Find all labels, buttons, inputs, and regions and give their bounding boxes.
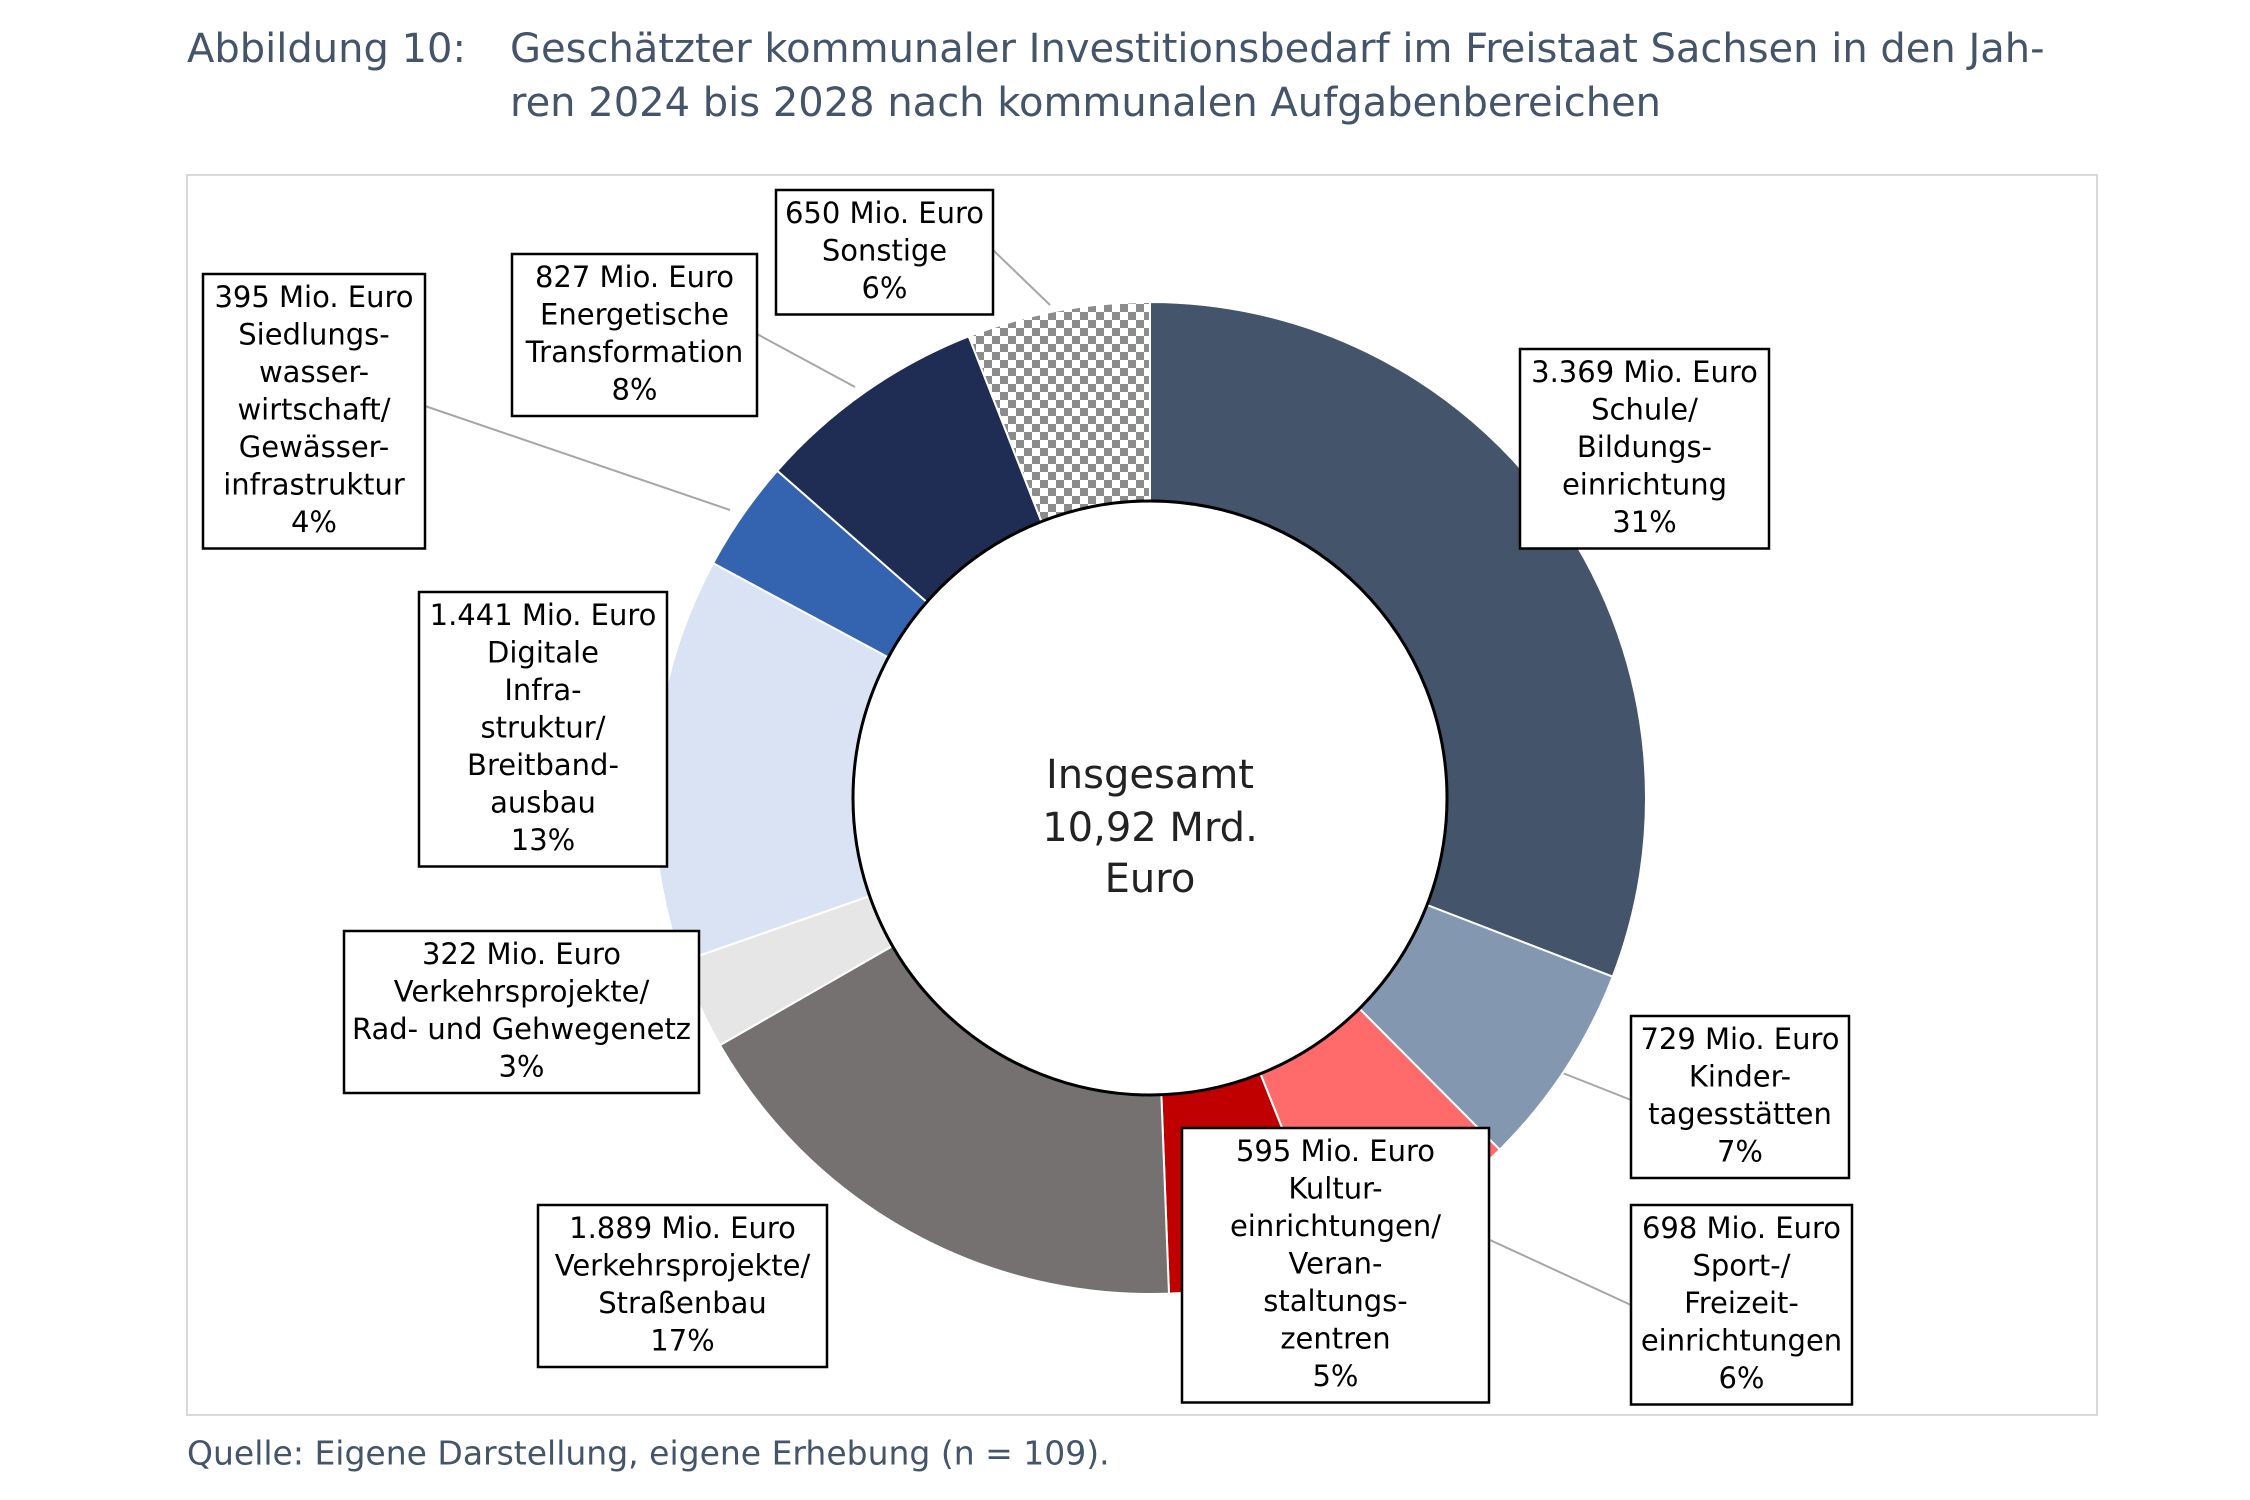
value-label: 322 Mio. Euro — [422, 937, 621, 971]
percentage-label: 5% — [1312, 1359, 1358, 1393]
value-label: 698 Mio. Euro — [1642, 1211, 1841, 1245]
center-label: Euro — [1105, 856, 1196, 902]
category-label: Verkehrsprojekte/ — [555, 1248, 811, 1282]
category-label: wirtschaft/ — [237, 392, 390, 426]
category-label: Sonstige — [822, 233, 947, 267]
category-label: einrichtungen — [1641, 1323, 1842, 1357]
category-label: tagesstätten — [1648, 1097, 1832, 1131]
label-box — [201, 272, 427, 550]
category-label: staltungs- — [1263, 1284, 1407, 1318]
category-label: Straßenbau — [598, 1286, 767, 1320]
title: ren 2024 bis 2028 nach kommunalen Aufgab… — [510, 80, 1661, 126]
category-label: einrichtungen/ — [1230, 1209, 1441, 1243]
category-label: Bildungs- — [1577, 430, 1712, 464]
category-label: Veran- — [1289, 1246, 1383, 1280]
label-box — [417, 590, 669, 868]
category-label: wasser- — [259, 355, 369, 389]
category-label: Freizeit- — [1684, 1286, 1799, 1320]
category-label: Infra- — [504, 673, 581, 707]
percentage-label: 17% — [650, 1323, 714, 1357]
percentage-label: 7% — [1717, 1134, 1763, 1168]
title: Geschätzter kommunaler Investitionsbedar… — [510, 26, 2045, 72]
percentage-label: 4% — [291, 505, 337, 539]
source: Quelle: Eigene Darstellung, eigene Erheb… — [187, 1434, 1110, 1473]
percentage-label: 13% — [511, 823, 575, 857]
label-box — [1518, 347, 1771, 550]
category-label: Breitband- — [467, 748, 619, 782]
value-label: 1.441 Mio. Euro — [430, 598, 657, 632]
value-label: 3.369 Mio. Euro — [1531, 355, 1758, 389]
center-label: 10,92 Mrd. — [1042, 805, 1258, 851]
leader-line — [1489, 1239, 1632, 1306]
figure-label: Abbildung 10: — [187, 26, 466, 72]
category-label: infrastruktur — [223, 467, 405, 501]
center-label: Insgesamt — [1046, 752, 1254, 798]
donut-hole — [851, 499, 1449, 1097]
value-label: 1.889 Mio. Euro — [569, 1211, 796, 1245]
value-label: 827 Mio. Euro — [535, 260, 734, 294]
category-label: Schule/ — [1591, 392, 1698, 426]
value-label: 595 Mio. Euro — [1236, 1134, 1435, 1168]
category-label: Kultur- — [1288, 1171, 1382, 1205]
category-label: Gewässer- — [239, 430, 389, 464]
label-box — [1629, 1203, 1854, 1406]
percentage-label: 3% — [498, 1049, 544, 1083]
data-labels: 3.369 Mio. EuroSchule/Bildungs-einrichtu… — [201, 188, 1854, 1406]
percentage-label: 8% — [611, 372, 657, 406]
label-box — [536, 1203, 829, 1369]
label-box — [342, 929, 701, 1095]
category-label: Energetische — [540, 297, 729, 331]
label-box — [774, 188, 995, 316]
category-label: Kinder- — [1689, 1059, 1791, 1093]
leader-line — [424, 405, 731, 511]
category-label: Verkehrsprojekte/ — [394, 974, 650, 1008]
value-label: 650 Mio. Euro — [785, 196, 984, 230]
category-label: zentren — [1280, 1321, 1390, 1355]
category-label: ausbau — [490, 785, 596, 819]
category-label: Transformation — [525, 335, 744, 369]
label-box — [1180, 1126, 1491, 1404]
category-label: Digitale — [487, 635, 599, 669]
label-box — [510, 252, 759, 418]
label-box — [1629, 1014, 1851, 1180]
category-label: Siedlungs- — [238, 317, 390, 351]
category-label: einrichtung — [1562, 467, 1727, 501]
category-label: Rad- und Gehwegenetz — [352, 1012, 691, 1046]
category-label: Sport-/ — [1692, 1248, 1790, 1282]
value-label: 729 Mio. Euro — [1640, 1022, 1839, 1056]
value-label: 395 Mio. Euro — [214, 280, 413, 314]
percentage-label: 6% — [861, 271, 907, 305]
leader-line — [756, 333, 856, 388]
category-label: struktur/ — [480, 710, 605, 744]
percentage-label: 6% — [1718, 1361, 1764, 1395]
percentage-label: 31% — [1612, 505, 1676, 539]
leader-line — [992, 249, 1051, 306]
